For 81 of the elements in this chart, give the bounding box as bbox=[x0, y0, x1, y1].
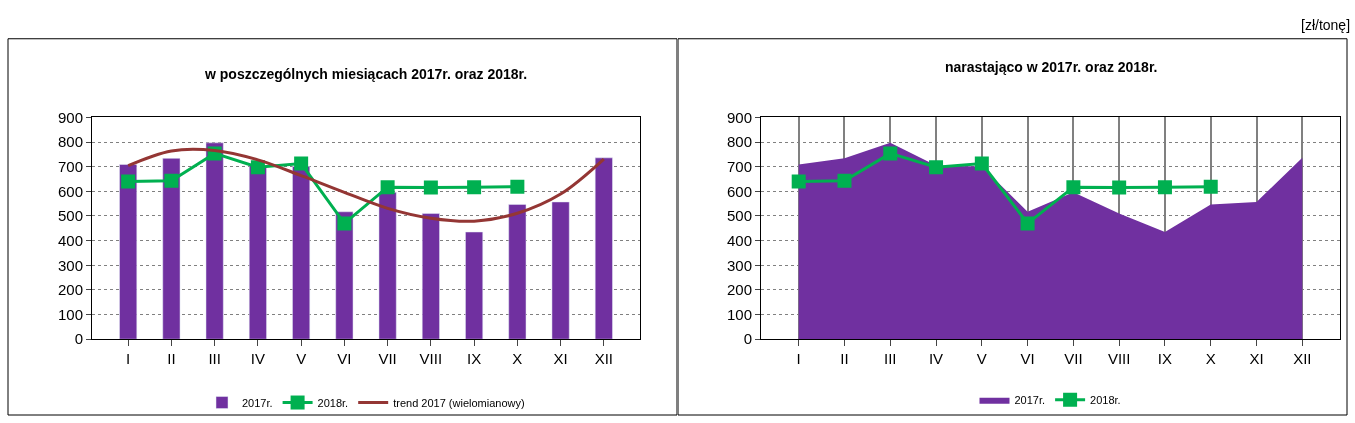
y-tick-label: 200 bbox=[726, 281, 752, 299]
y-tick-label: 600 bbox=[726, 182, 752, 200]
text: [zł/tonę] bbox=[1301, 17, 1351, 33]
x-tick-label: I bbox=[126, 350, 131, 368]
y-tick-label: 300 bbox=[57, 256, 83, 274]
bar bbox=[162, 158, 181, 340]
x-tick-label: I bbox=[796, 350, 801, 368]
bar bbox=[551, 201, 570, 340]
point bbox=[929, 160, 944, 175]
x-tick-label: III bbox=[884, 350, 897, 368]
y-tick-label: 400 bbox=[726, 231, 752, 249]
y-tick-label: 600 bbox=[57, 182, 83, 200]
x-tick-label: XI bbox=[1249, 350, 1264, 368]
point bbox=[164, 173, 179, 188]
point bbox=[380, 180, 395, 195]
y-tick-label: 700 bbox=[57, 157, 83, 175]
point bbox=[974, 156, 989, 171]
x-tick-label: II bbox=[840, 350, 849, 368]
bar bbox=[421, 213, 440, 340]
legend-label: 2017r. bbox=[1014, 393, 1046, 406]
y-tick-label: 800 bbox=[57, 133, 83, 151]
y-tick-label: 0 bbox=[74, 330, 83, 348]
point bbox=[423, 180, 438, 195]
x-tick-label: VII bbox=[378, 350, 397, 368]
x-tick-label: VII bbox=[1064, 350, 1083, 368]
point bbox=[1112, 180, 1127, 195]
bar bbox=[292, 166, 311, 340]
point bbox=[1203, 179, 1218, 194]
x-tick-label: IV bbox=[250, 350, 265, 368]
point bbox=[791, 174, 806, 189]
x-tick-label: VI bbox=[337, 350, 352, 368]
y-tick-label: 900 bbox=[726, 108, 752, 126]
point bbox=[1020, 216, 1035, 231]
point bbox=[837, 173, 852, 188]
bar bbox=[205, 142, 224, 340]
y-tick-label: 500 bbox=[726, 207, 752, 225]
point bbox=[883, 146, 898, 161]
point bbox=[1066, 180, 1081, 195]
y-tick-label: 700 bbox=[726, 157, 752, 175]
y-tick-label: 500 bbox=[57, 207, 83, 225]
point bbox=[510, 179, 525, 194]
x-tick-label: IX bbox=[1157, 350, 1173, 368]
bar bbox=[508, 204, 527, 340]
y-tick-label: 100 bbox=[57, 305, 83, 323]
bar bbox=[378, 192, 397, 340]
bar bbox=[119, 164, 138, 340]
y-tick-label: 200 bbox=[57, 281, 83, 299]
y-tick-label: 400 bbox=[57, 231, 83, 249]
line-series bbox=[126, 147, 606, 223]
point bbox=[1157, 180, 1172, 195]
x-tick-label: V bbox=[976, 350, 987, 368]
y-tick-label: 0 bbox=[743, 330, 752, 348]
y-tick-label: 800 bbox=[726, 133, 752, 151]
y-tick-label: 300 bbox=[726, 256, 752, 274]
legend-label: 2018r. bbox=[317, 396, 349, 409]
chart-title: w poszczególnych miesiącach 2017r. oraz 2018r. bbox=[204, 66, 528, 82]
legend-label: 2018r. bbox=[1090, 393, 1121, 406]
y-tick-label: 100 bbox=[726, 305, 752, 323]
x-tick-label: IX bbox=[467, 350, 482, 368]
x-tick-label: II bbox=[167, 350, 176, 368]
x-tick-label: XII bbox=[1293, 350, 1312, 368]
x-tick-label: XI bbox=[553, 350, 568, 368]
x-tick-label: VI bbox=[1020, 350, 1035, 368]
x-tick-label: VIII bbox=[1107, 350, 1131, 368]
point bbox=[121, 174, 136, 189]
x-tick-label: XII bbox=[594, 350, 614, 368]
x-tick-label: X bbox=[1205, 350, 1216, 368]
y-tick-label: 900 bbox=[57, 108, 83, 126]
x-tick-label: IV bbox=[928, 350, 944, 368]
bar bbox=[594, 157, 613, 340]
x-tick-label: V bbox=[296, 350, 307, 368]
legend-label: 2017r. bbox=[242, 396, 273, 409]
chart-title: narastająco w 2017r. oraz 2018r. bbox=[945, 59, 1158, 75]
point bbox=[294, 156, 309, 171]
x-tick-label: III bbox=[208, 350, 221, 368]
bar bbox=[248, 165, 267, 340]
legend-label: trend 2017 (wielomianowy) bbox=[393, 396, 525, 409]
bar bbox=[465, 231, 484, 340]
x-tick-label: X bbox=[512, 350, 523, 368]
point bbox=[467, 180, 482, 195]
x-tick-label: VIII bbox=[419, 350, 443, 368]
